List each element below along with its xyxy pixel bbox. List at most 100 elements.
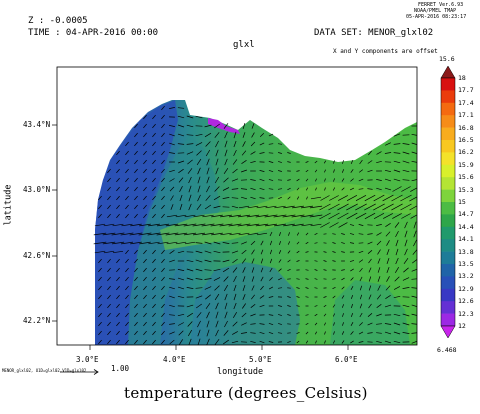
current-vector bbox=[165, 232, 179, 236]
current-vector bbox=[222, 267, 230, 273]
current-vector bbox=[224, 293, 228, 301]
colorbar-swatch bbox=[441, 276, 455, 290]
current-vector bbox=[125, 285, 129, 291]
current-vector bbox=[250, 160, 256, 164]
current-vector bbox=[338, 195, 348, 201]
current-vector bbox=[152, 330, 156, 336]
current-vector bbox=[161, 213, 165, 219]
current-vector bbox=[215, 158, 219, 166]
current-vector bbox=[143, 123, 147, 129]
current-vector bbox=[269, 267, 273, 273]
dataset-label: DATA SET: MENOR_glxl02 bbox=[314, 28, 434, 38]
current-vector bbox=[169, 331, 175, 335]
time-label: TIME : 04-APR-2016 00:00 bbox=[28, 28, 159, 38]
current-vector bbox=[156, 232, 170, 236]
current-vector bbox=[215, 329, 219, 337]
current-vector bbox=[323, 160, 327, 164]
current-vector bbox=[350, 277, 354, 281]
current-vector bbox=[333, 331, 335, 335]
current-vector bbox=[287, 259, 291, 263]
current-vector bbox=[222, 242, 230, 244]
colorbar-swatch bbox=[441, 177, 455, 190]
current-vector bbox=[143, 339, 147, 345]
current-vector bbox=[186, 115, 194, 119]
current-vector bbox=[98, 213, 102, 219]
current-vector bbox=[103, 250, 115, 254]
current-vector bbox=[401, 186, 411, 192]
current-vector bbox=[206, 320, 210, 328]
current-vector bbox=[341, 169, 345, 173]
current-vector bbox=[349, 224, 355, 226]
current-vector bbox=[152, 132, 156, 138]
current-vector bbox=[305, 322, 309, 326]
current-vector bbox=[358, 250, 364, 254]
current-vector bbox=[116, 285, 120, 291]
current-vector bbox=[161, 249, 165, 255]
colorbar-top-triangle bbox=[440, 65, 456, 79]
current-vector bbox=[125, 204, 129, 210]
current-vector bbox=[368, 303, 372, 309]
current-vector bbox=[98, 195, 102, 201]
colorbar-label: 17.7 bbox=[458, 86, 474, 95]
current-vector bbox=[233, 275, 237, 283]
current-vector bbox=[413, 230, 417, 238]
current-vector bbox=[125, 186, 129, 192]
current-vector bbox=[152, 195, 156, 201]
current-vector bbox=[368, 294, 372, 300]
current-vector bbox=[134, 321, 138, 327]
colorbar-swatch bbox=[441, 251, 455, 265]
current-vector bbox=[177, 115, 185, 119]
current-vector bbox=[179, 203, 183, 211]
colorbar-label: 18 bbox=[458, 74, 466, 82]
current-vector bbox=[376, 332, 382, 334]
current-vector bbox=[214, 285, 220, 291]
colorbar-label: 12.6 bbox=[458, 297, 474, 306]
current-vector bbox=[259, 170, 265, 172]
current-vector bbox=[242, 267, 246, 273]
current-vector bbox=[152, 204, 156, 210]
current-vector bbox=[196, 158, 202, 166]
current-vector bbox=[134, 276, 138, 282]
current-vector bbox=[233, 302, 237, 310]
current-vector bbox=[292, 223, 304, 227]
current-vector bbox=[409, 196, 417, 202]
current-vector bbox=[376, 240, 382, 246]
current-vector bbox=[143, 213, 147, 219]
current-vector bbox=[188, 185, 192, 193]
current-vector bbox=[259, 331, 265, 335]
current-vector bbox=[240, 332, 248, 334]
current-vector bbox=[111, 232, 125, 236]
current-vector bbox=[342, 313, 344, 317]
current-vector bbox=[98, 294, 102, 300]
current-vector bbox=[305, 169, 309, 173]
current-vector bbox=[350, 294, 354, 300]
current-vector bbox=[277, 161, 283, 163]
current-vector bbox=[134, 249, 138, 255]
current-vector bbox=[204, 132, 212, 138]
current-vector bbox=[232, 331, 238, 335]
current-vector bbox=[358, 233, 364, 235]
current-vector bbox=[382, 194, 394, 202]
current-vector bbox=[139, 223, 151, 227]
current-vector bbox=[323, 304, 327, 308]
current-vector bbox=[161, 177, 165, 183]
current-vector bbox=[161, 195, 165, 201]
colorbar-label: 15.6 bbox=[458, 173, 474, 182]
current-vector bbox=[197, 167, 201, 175]
current-vector bbox=[195, 278, 203, 280]
current-vector bbox=[188, 176, 192, 184]
current-vector bbox=[359, 159, 363, 165]
current-vector bbox=[152, 123, 156, 129]
current-vector bbox=[175, 241, 187, 245]
colorbar-label: 12.3 bbox=[458, 309, 474, 318]
current-vector bbox=[157, 241, 169, 245]
current-vector bbox=[134, 186, 138, 192]
current-vector bbox=[213, 123, 221, 129]
current-vector bbox=[125, 276, 129, 282]
current-vector bbox=[187, 329, 193, 337]
current-vector bbox=[161, 258, 165, 264]
colorbar-swatch bbox=[441, 313, 455, 327]
current-vector bbox=[382, 203, 394, 211]
current-vector bbox=[178, 177, 184, 183]
current-vector bbox=[206, 329, 210, 337]
